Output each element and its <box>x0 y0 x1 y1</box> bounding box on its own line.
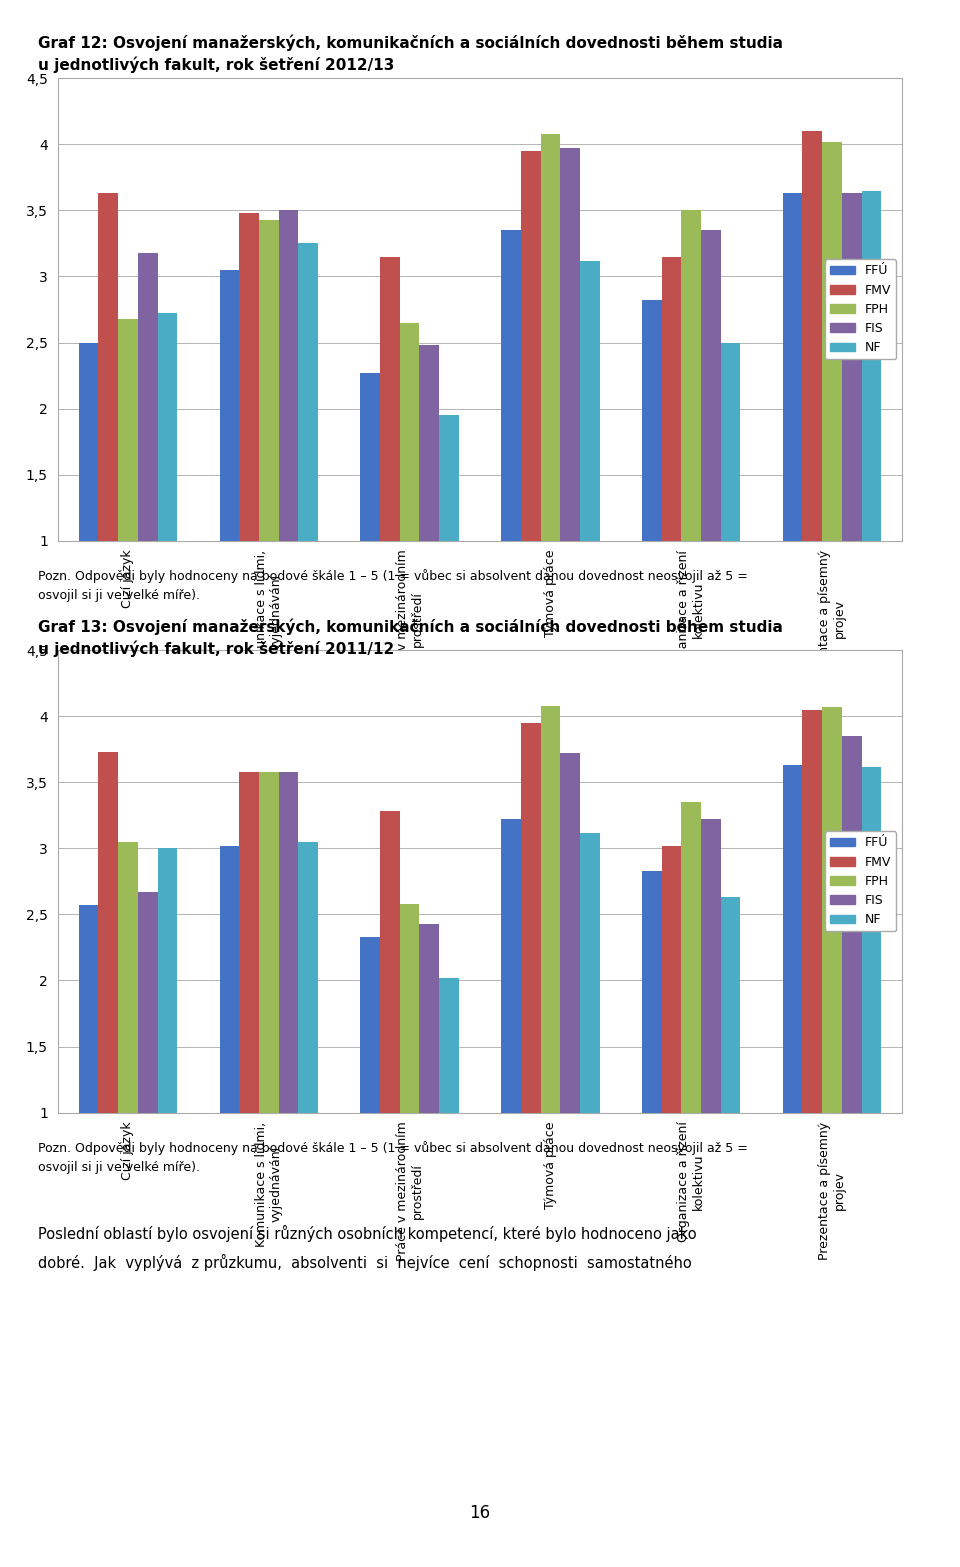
Bar <box>259 773 278 1244</box>
Bar <box>439 415 459 672</box>
Bar <box>380 812 399 1244</box>
Bar <box>380 257 399 672</box>
Bar <box>79 343 99 672</box>
Text: dobré.  Jak  vyplývá  z průzkumu,  absolventi  si  nejvíce  cení  schopnosti  sa: dobré. Jak vyplývá z průzkumu, absolvent… <box>38 1254 692 1271</box>
Bar <box>118 318 138 672</box>
Bar <box>721 898 740 1244</box>
Bar <box>99 193 118 672</box>
Bar <box>239 213 259 672</box>
Bar <box>682 802 701 1244</box>
Bar <box>299 243 318 672</box>
Bar <box>299 841 318 1244</box>
Bar <box>822 707 842 1244</box>
Bar <box>580 832 600 1244</box>
Bar <box>721 343 740 672</box>
Text: osvojil si ji ve velké míře).: osvojil si ji ve velké míře). <box>38 1161 201 1174</box>
Bar <box>239 773 259 1244</box>
Bar <box>99 752 118 1244</box>
Bar <box>157 848 178 1244</box>
Bar <box>540 133 561 672</box>
Text: Graf 13: Osvojení manažerských, komunikačních a sociálních dovednosti během stud: Graf 13: Osvojení manažerských, komunika… <box>38 619 783 636</box>
Bar <box>861 191 881 672</box>
Bar <box>661 257 682 672</box>
Text: 16: 16 <box>469 1504 491 1522</box>
Bar <box>399 904 420 1244</box>
Bar <box>521 150 540 672</box>
Bar <box>782 765 803 1244</box>
Bar <box>701 820 721 1244</box>
Text: u jednotlivých fakult, rok šetření 2012/13: u jednotlivých fakult, rok šetření 2012/… <box>38 56 395 74</box>
Text: Pozn. Odpovědi byly hodnoceny na bodové škále 1 – 5 (1 = vůbec si absolvent dano: Pozn. Odpovědi byly hodnoceny na bodové … <box>38 569 748 583</box>
Bar <box>118 841 138 1244</box>
Bar <box>360 373 380 672</box>
Bar <box>842 193 861 672</box>
Bar <box>420 345 439 672</box>
Bar <box>501 230 521 672</box>
Bar <box>782 193 803 672</box>
Bar <box>157 313 178 672</box>
Bar <box>701 230 721 672</box>
Bar <box>220 270 239 672</box>
Legend: FFÚ, FMV, FPH, FIS, NF: FFÚ, FMV, FPH, FIS, NF <box>825 260 896 359</box>
Bar <box>439 978 459 1244</box>
Bar <box>561 754 580 1244</box>
Bar <box>259 219 278 672</box>
Bar <box>79 906 99 1244</box>
Bar <box>399 323 420 672</box>
Text: osvojil si ji ve velké míře).: osvojil si ji ve velké míře). <box>38 589 201 602</box>
Bar <box>580 260 600 672</box>
Bar <box>220 846 239 1244</box>
Bar <box>803 132 822 672</box>
Bar <box>278 773 299 1244</box>
Bar <box>420 923 439 1244</box>
Bar <box>642 301 661 672</box>
Bar <box>360 937 380 1244</box>
Text: Pozn. Odpovědi byly hodnoceny na bodové škále 1 – 5 (1 = vůbec si absolvent dano: Pozn. Odpovědi byly hodnoceny na bodové … <box>38 1141 748 1155</box>
Text: Graf 12: Osvojení manažerských, komunikačních a sociálních dovednosti během stud: Graf 12: Osvojení manažerských, komunika… <box>38 34 783 52</box>
Text: Poslední oblastí bylo osvojení si různých osobních kompetencí, které bylo hodnoc: Poslední oblastí bylo osvojení si různýc… <box>38 1225 697 1243</box>
Bar <box>138 892 157 1244</box>
Legend: FFÚ, FMV, FPH, FIS, NF: FFÚ, FMV, FPH, FIS, NF <box>825 832 896 931</box>
Bar <box>661 846 682 1244</box>
Bar <box>278 210 299 672</box>
Bar <box>803 710 822 1244</box>
Bar <box>842 736 861 1244</box>
Bar <box>540 705 561 1244</box>
Bar <box>138 252 157 672</box>
Bar <box>501 820 521 1244</box>
Bar <box>561 149 580 672</box>
Bar <box>642 871 661 1244</box>
Text: u jednotlivých fakult, rok šetření 2011/12: u jednotlivých fakult, rok šetření 2011/… <box>38 641 395 658</box>
Bar <box>682 210 701 672</box>
Bar <box>521 722 540 1244</box>
Bar <box>822 141 842 672</box>
Bar <box>861 766 881 1244</box>
